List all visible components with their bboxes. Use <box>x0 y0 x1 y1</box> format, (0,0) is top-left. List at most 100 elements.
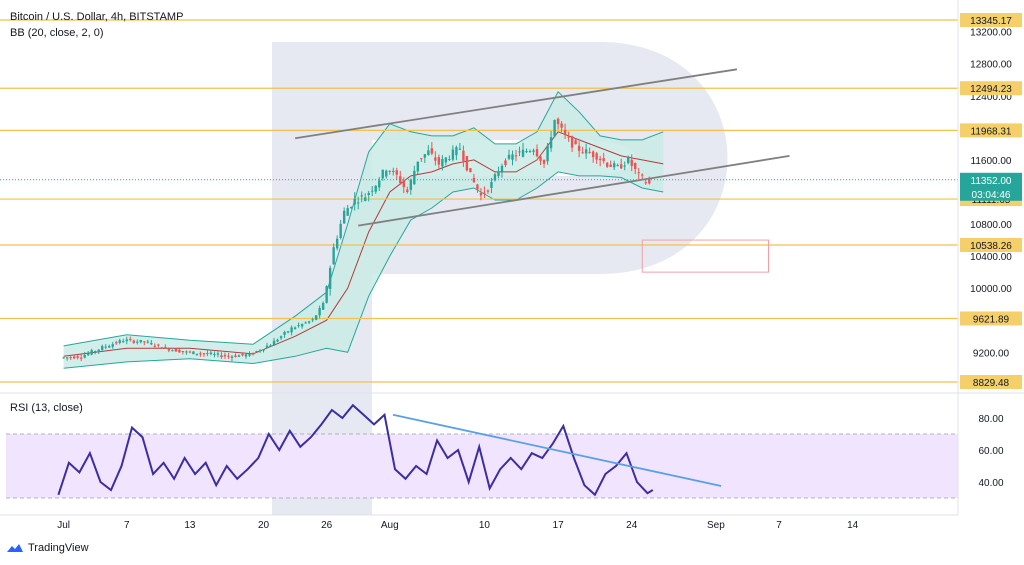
candle-body <box>185 351 188 353</box>
candle-body <box>153 345 157 347</box>
price-level-label: 11968.31 <box>971 126 1012 137</box>
brand[interactable]: TradingView <box>6 542 89 554</box>
candle-body <box>125 339 128 342</box>
candle-body <box>132 340 135 343</box>
candle-body <box>378 180 381 188</box>
candle-body <box>381 169 384 179</box>
price-level-badge <box>960 238 1022 253</box>
candle-body <box>129 338 132 340</box>
candle-body <box>115 342 118 344</box>
candle-body <box>314 315 318 320</box>
candle-body <box>399 176 402 184</box>
candle-body <box>360 195 363 197</box>
candle-body <box>181 351 185 353</box>
candle-body <box>392 170 395 173</box>
time-tick-label: 26 <box>321 520 333 531</box>
candle-body <box>220 355 223 358</box>
candle-body <box>605 162 609 167</box>
channel-line <box>294 68 738 140</box>
candle-body <box>416 161 420 172</box>
candle-body <box>395 170 398 175</box>
candle-body <box>241 353 244 356</box>
candle-body <box>146 341 150 343</box>
candle-body <box>620 164 623 169</box>
time-tick-label: Sep <box>707 520 725 531</box>
bollinger-lower-band <box>63 171 664 369</box>
candle-body <box>493 174 497 181</box>
rsi-band <box>6 434 958 498</box>
candle-body <box>451 149 455 160</box>
candle-body <box>465 156 469 171</box>
time-tick-label: 20 <box>258 520 270 531</box>
candle-body <box>262 349 265 351</box>
price-tick-label: 9200.00 <box>973 348 1010 359</box>
candle-body <box>525 150 528 153</box>
candle-body <box>136 341 139 343</box>
candle-body <box>413 170 416 185</box>
rsi-trend-line <box>392 413 722 487</box>
candle-body <box>591 151 595 158</box>
rsi-label: RSI (13, close) <box>10 402 83 414</box>
candle-body <box>444 157 448 163</box>
candle-body <box>311 319 314 321</box>
time-tick-label: 17 <box>553 520 565 531</box>
candle-body <box>598 158 602 161</box>
candle-body <box>335 238 339 249</box>
candle-body <box>192 351 195 355</box>
candle-body <box>483 192 486 194</box>
candle-body <box>560 123 563 128</box>
candle-body <box>521 149 525 157</box>
candle-body <box>76 356 79 358</box>
candle-body <box>307 321 311 323</box>
candle-body <box>209 352 213 355</box>
candle-body <box>339 223 342 239</box>
candle-body <box>321 302 325 310</box>
candle-body <box>602 158 605 162</box>
candle-body <box>563 129 567 134</box>
candle-body <box>458 148 462 150</box>
candle-body <box>230 356 234 358</box>
candle-body <box>518 151 521 153</box>
candle-body <box>150 342 153 345</box>
candle-body <box>178 349 181 353</box>
candle-body <box>83 355 86 358</box>
candle-body <box>567 136 570 138</box>
axes: 13200.00 12800.00 12400.00 11600.00 10800.00… <box>0 0 1024 531</box>
price-tick-label: 12400.00 <box>970 92 1012 103</box>
candle-body <box>511 154 514 160</box>
candle-body <box>332 247 335 265</box>
price-level-badge <box>960 81 1022 96</box>
candle-body <box>139 339 142 343</box>
target-box <box>641 239 769 273</box>
candle-body <box>497 172 500 176</box>
candle-body <box>104 346 107 348</box>
time-tick-label: 13 <box>184 520 196 531</box>
bollinger-cloud <box>63 91 664 369</box>
candle-body <box>486 190 490 192</box>
candle-body <box>223 354 227 357</box>
bollinger-upper-band <box>63 90 664 347</box>
candle-body <box>188 351 192 353</box>
candle-body <box>65 357 69 359</box>
candle-body <box>69 357 72 359</box>
time-tick-label: 14 <box>847 520 859 531</box>
candle-body <box>258 350 262 352</box>
candle-body <box>556 118 560 124</box>
indicator-label: BB (20, close, 2, 0) <box>10 27 104 39</box>
candle-body <box>535 149 539 157</box>
candle-body <box>420 158 423 160</box>
candle-body <box>532 150 535 152</box>
price-tick-label: 10000.00 <box>970 284 1012 295</box>
candle-body <box>500 165 504 172</box>
candle-body <box>641 174 644 176</box>
candle-body <box>286 331 290 333</box>
candle-body <box>325 286 328 303</box>
candle-body <box>244 354 248 357</box>
candle-body <box>118 340 121 343</box>
candle-body <box>514 155 518 157</box>
candle-body <box>409 179 413 190</box>
candle-body <box>167 348 171 351</box>
price-tick-label: 11600.00 <box>971 156 1012 167</box>
rsi-tick-label: 80.00 <box>978 414 1003 425</box>
candle-body <box>570 136 574 148</box>
